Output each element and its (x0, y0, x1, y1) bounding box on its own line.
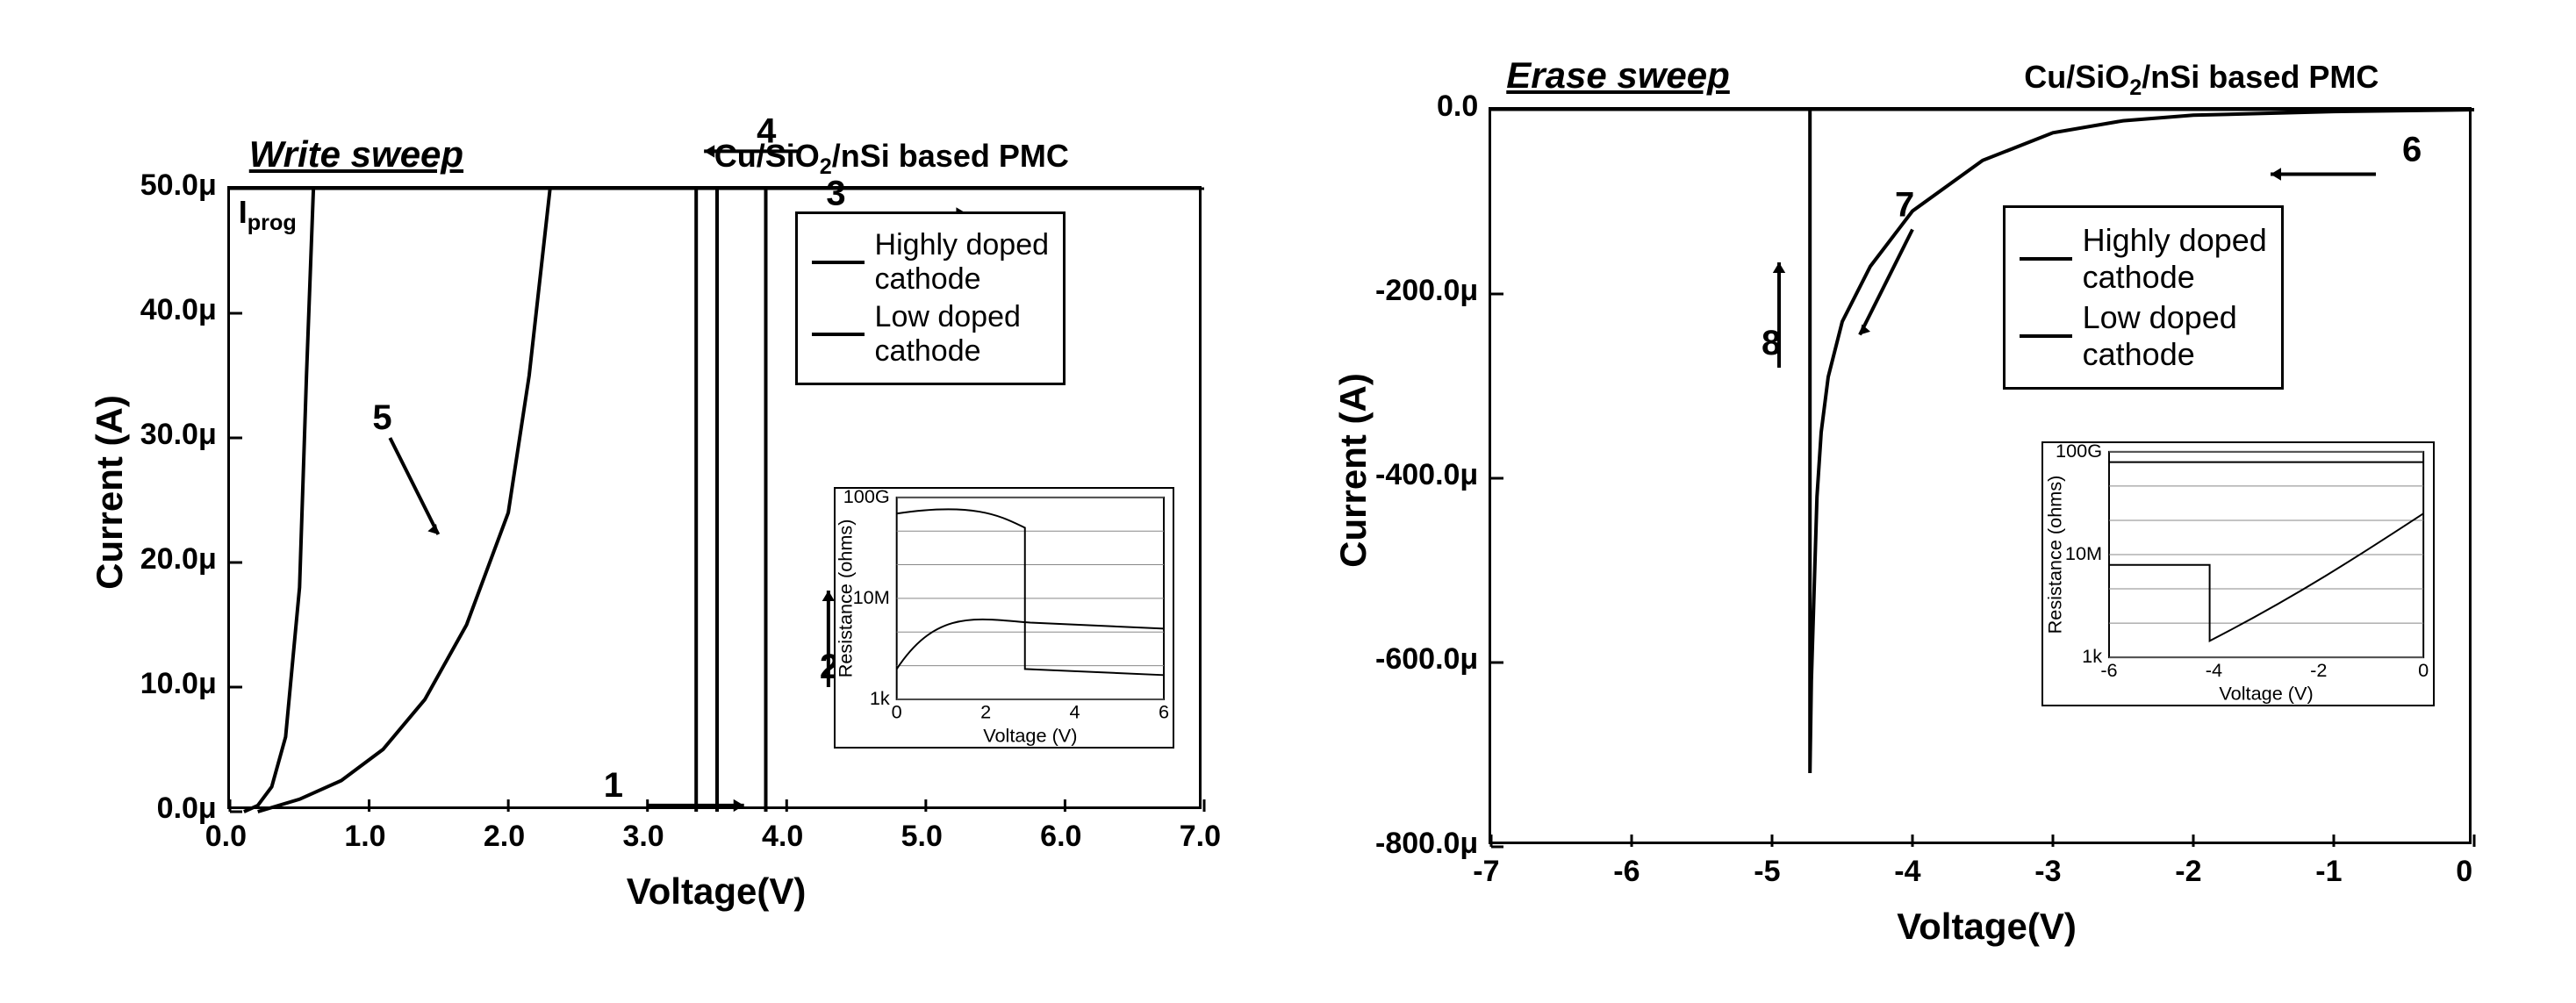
erase-plot-frame: 678 Highly doped cathode Low doped catho… (1489, 107, 2472, 844)
legend-swatch (2020, 334, 2072, 338)
erase-subtitle: Cu/SiO2/nSi based PMC (2024, 59, 2379, 101)
svg-text:100G: 100G (2056, 443, 2102, 462)
xtick-label: 2.0 (484, 820, 525, 854)
svg-text:-4: -4 (2206, 658, 2222, 680)
ytick-label: 0.0μ (157, 792, 217, 826)
erase-ylabel: Current (A) (1332, 373, 1374, 568)
write-legend: Highly doped cathode Low doped cathode (795, 211, 1066, 385)
xtick-label: -2 (2175, 855, 2201, 889)
svg-text:10M: 10M (2065, 541, 2102, 563)
legend-item-low: Low doped cathode (2020, 299, 2267, 373)
svg-text:1k: 1k (2083, 645, 2103, 667)
svg-text:10M: 10M (853, 586, 890, 608)
legend-swatch (812, 333, 865, 336)
svg-text:-2: -2 (2311, 658, 2328, 680)
svg-text:6: 6 (1159, 701, 1169, 723)
write-ylabel: Current (A) (89, 395, 131, 590)
ytick-label: -800.0μ (1375, 827, 1478, 861)
legend-item-low: Low doped cathode (812, 300, 1049, 369)
svg-text:Resistance (ohms): Resistance (ohms) (2044, 475, 2066, 634)
ytick-label: 30.0μ (140, 418, 217, 452)
ytick-label: -600.0μ (1375, 642, 1478, 677)
svg-text:1k: 1k (870, 687, 890, 709)
ytick-label: 50.0μ (140, 168, 217, 203)
erase-legend: Highly doped cathode Low doped cathode (2003, 205, 2284, 390)
legend-item-highly: Highly doped cathode (812, 228, 1049, 297)
erase-xlabel: Voltage(V) (1897, 906, 2077, 948)
xtick-label: 4.0 (762, 820, 803, 854)
svg-text:100G: 100G (843, 489, 890, 507)
legend-item-highly: Highly doped cathode (2020, 222, 2267, 296)
xtick-label: -4 (1894, 855, 1920, 889)
ytick-label: 0.0 (1437, 90, 1478, 124)
svg-text:Voltage (V): Voltage (V) (983, 725, 1077, 747)
svg-text:Resistance (ohms): Resistance (ohms) (836, 519, 856, 678)
inset-curves: 1k 10M 100G 0 2 4 6 Resistance (ohms) Voltage (V… (836, 489, 1173, 747)
erase-title: Erase sweep (1506, 54, 1730, 97)
xtick-label: -6 (1613, 855, 1640, 889)
write-inset-plot: 1k 10M 100G 0 2 4 6 Resistance (ohms) Voltage (V… (834, 487, 1175, 749)
xtick-label: 3.0 (622, 820, 664, 854)
ytick-label: -400.0μ (1375, 458, 1478, 492)
legend-swatch (812, 261, 865, 264)
ytick-label: -200.0μ (1375, 274, 1478, 308)
svg-text:0: 0 (2419, 658, 2429, 680)
xtick-label: 0 (2456, 855, 2472, 889)
svg-text:5: 5 (372, 398, 391, 437)
xtick-label: 6.0 (1040, 820, 1081, 854)
svg-text:4: 4 (757, 111, 777, 150)
legend-swatch (2020, 257, 2072, 261)
svg-text:1: 1 (603, 765, 622, 804)
svg-text:3: 3 (826, 174, 845, 212)
xtick-label: -1 (2315, 855, 2342, 889)
inset-curves: 1k 10M 100G -6 -4 -2 0 Resistance (ohms) Voltage… (2043, 443, 2433, 705)
xtick-label: -5 (1754, 855, 1780, 889)
xtick-label: -3 (2034, 855, 2061, 889)
svg-text:Voltage (V): Voltage (V) (2220, 682, 2314, 704)
ytick-label: 10.0μ (140, 667, 217, 701)
xtick-label: 1.0 (344, 820, 385, 854)
erase-inset-plot: 1k 10M 100G -6 -4 -2 0 Resistance (ohms) Voltage… (2041, 441, 2435, 706)
write-xlabel: Voltage(V) (627, 870, 807, 913)
svg-text:4: 4 (1069, 701, 1080, 723)
write-sweep-panel: Write sweep Cu/SiO2/nSi based PMC Iprog … (47, 81, 1259, 923)
svg-text:0: 0 (892, 701, 902, 723)
svg-text:-6: -6 (2101, 658, 2118, 680)
svg-text:7: 7 (1895, 185, 1914, 224)
ytick-label: 40.0μ (140, 293, 217, 327)
write-title: Write sweep (249, 133, 463, 176)
xtick-label: 7.0 (1180, 820, 1221, 854)
svg-text:2: 2 (980, 701, 991, 723)
svg-text:6: 6 (2402, 130, 2422, 168)
write-plot-frame: Iprog 12345 Highly doped cathode Low dop… (227, 186, 1202, 809)
xtick-label: 5.0 (901, 820, 943, 854)
ytick-label: 20.0μ (140, 542, 217, 577)
erase-sweep-panel: Erase sweep Cu/SiO2/nSi based PMC 678 Hi… (1282, 19, 2529, 985)
